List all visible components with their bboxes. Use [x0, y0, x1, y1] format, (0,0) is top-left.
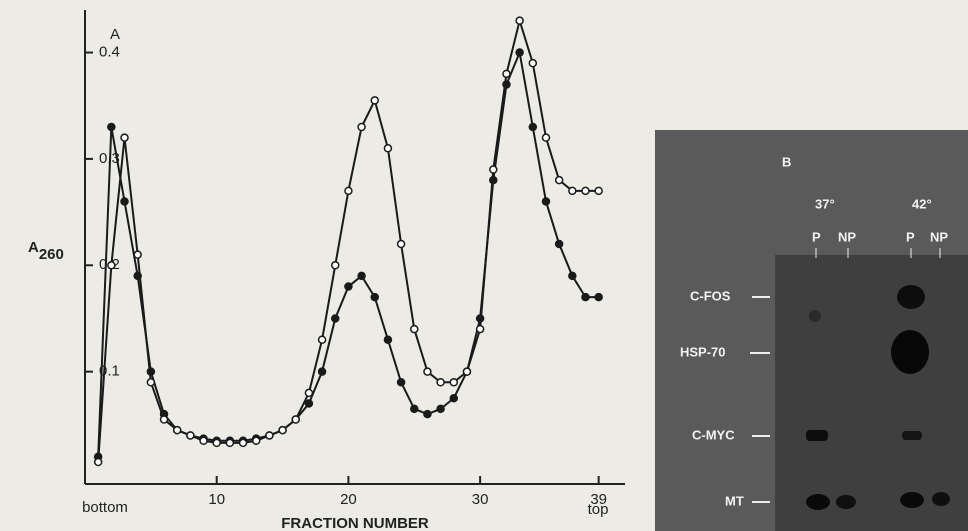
data-point: [292, 416, 299, 423]
data-point: [542, 134, 549, 141]
y-tick-label: 0.4: [99, 44, 120, 61]
data-point: [371, 294, 378, 301]
y-label-sub: 260: [39, 246, 64, 263]
x-axis-label: FRACTION NUMBER: [281, 515, 429, 531]
data-point: [345, 283, 352, 290]
data-point: [345, 187, 352, 194]
data-point: [371, 97, 378, 104]
data-point: [384, 145, 391, 152]
data-point: [187, 432, 194, 439]
blot-band: [900, 492, 924, 508]
data-point: [279, 427, 286, 434]
data-point: [437, 405, 444, 412]
data-point: [332, 262, 339, 269]
x-tick-label: 20: [340, 491, 357, 508]
data-point: [358, 124, 365, 131]
data-point: [437, 379, 444, 386]
data-point: [529, 60, 536, 67]
blot-band: [809, 310, 821, 322]
data-point: [582, 294, 589, 301]
x-end-label: bottom: [82, 499, 128, 516]
figure: A A260 FRACTION NUMBER bottom top 0.10.2…: [0, 0, 968, 531]
data-point: [226, 439, 233, 446]
data-point: [358, 272, 365, 279]
lane-label: P: [906, 229, 915, 244]
blot-band: [902, 431, 922, 440]
condition-label: 42°: [912, 196, 932, 211]
panel-label: A: [110, 26, 120, 43]
data-point: [556, 177, 563, 184]
data-point: [134, 272, 141, 279]
x-tick-label: 10: [208, 491, 225, 508]
data-point: [450, 379, 457, 386]
data-point: [595, 294, 602, 301]
blot-band: [806, 494, 830, 510]
blot-membrane: [775, 255, 968, 531]
blot-band: [897, 285, 925, 309]
data-point: [305, 389, 312, 396]
data-point: [134, 251, 141, 258]
data-point: [332, 315, 339, 322]
data-point: [305, 400, 312, 407]
gene-label: C-MYC: [692, 427, 735, 442]
data-point: [384, 336, 391, 343]
data-point: [542, 198, 549, 205]
data-point: [319, 368, 326, 375]
lane-label: NP: [838, 229, 856, 244]
data-point: [161, 416, 168, 423]
data-point: [174, 427, 181, 434]
gene-label: C-FOS: [690, 288, 731, 303]
data-point: [490, 177, 497, 184]
data-point: [424, 368, 431, 375]
lane-label: P: [812, 229, 821, 244]
data-point: [147, 379, 154, 386]
data-point: [595, 187, 602, 194]
data-point: [147, 368, 154, 375]
data-point: [95, 459, 102, 466]
data-point: [529, 124, 536, 131]
gene-label: HSP-70: [680, 344, 726, 359]
data-point: [213, 439, 220, 446]
data-point: [503, 70, 510, 77]
data-point: [398, 379, 405, 386]
x-tick-label: 30: [472, 491, 489, 508]
data-point: [569, 272, 576, 279]
data-point: [121, 134, 128, 141]
data-point: [582, 187, 589, 194]
lane-label: NP: [930, 229, 948, 244]
data-point: [477, 315, 484, 322]
panel-label: B: [782, 154, 791, 169]
data-point: [108, 124, 115, 131]
data-point: [477, 326, 484, 333]
x-tick-label: 39: [590, 491, 607, 508]
y-label-main: A: [28, 239, 39, 256]
gene-label: MT: [725, 493, 744, 508]
data-point: [411, 326, 418, 333]
data-point: [398, 241, 405, 248]
data-point: [516, 17, 523, 24]
data-point: [424, 411, 431, 418]
data-point: [240, 439, 247, 446]
data-point: [108, 262, 115, 269]
data-point: [253, 437, 260, 444]
data-point: [463, 368, 470, 375]
data-point: [121, 198, 128, 205]
data-point: [450, 395, 457, 402]
condition-label: 37°: [815, 196, 835, 211]
data-point: [200, 437, 207, 444]
blot-band: [932, 492, 950, 506]
data-point: [569, 187, 576, 194]
blot-band: [836, 495, 856, 509]
blot-panel: B 37° 42° P NP P NP C-FOS HSP-70 C-MYC M…: [655, 130, 968, 531]
data-point: [411, 405, 418, 412]
blot-band: [806, 430, 828, 441]
data-point: [556, 241, 563, 248]
data-point: [319, 336, 326, 343]
data-point: [503, 81, 510, 88]
data-point: [266, 432, 273, 439]
data-point: [516, 49, 523, 56]
data-point: [490, 166, 497, 173]
blot-band: [891, 330, 929, 374]
